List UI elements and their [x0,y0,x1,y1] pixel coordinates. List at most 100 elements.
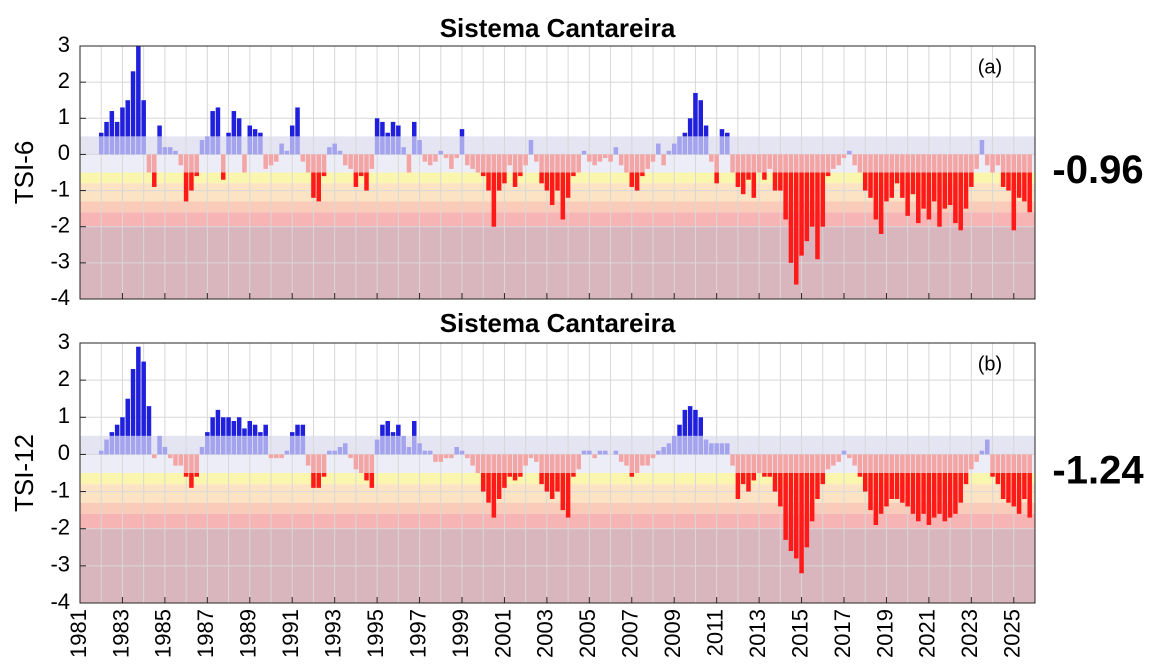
bar-segment [247,125,253,137]
bar-segment [226,136,231,155]
bar-segment [650,454,656,459]
bar-segment [311,154,316,173]
bar-segment [788,454,794,473]
bar-segment [231,111,237,137]
bar-segment [799,172,804,256]
bar-segment [300,424,306,436]
bar-segment [878,454,884,473]
bar-segment [215,136,221,155]
bar-segment [98,450,104,455]
bar-segment [486,154,491,173]
bar-segment [130,136,136,155]
bar-segment [258,132,263,137]
bar-segment [799,454,804,473]
bar-segment [947,154,953,173]
bar-segment [942,172,948,209]
bar-segment [555,154,560,173]
x-tick-label: 2015 [787,609,812,658]
bar-segment [120,107,125,137]
bar-segment [459,136,465,155]
bar-segment [332,450,337,455]
bar-segment [189,473,194,488]
bar-segment [236,435,242,455]
bar-segment [539,154,544,173]
bar-segment [1011,172,1017,231]
bar-segment [709,443,714,455]
bar-segment [682,409,688,436]
bar-segment [486,473,491,503]
bar-segment [348,454,353,459]
bar-segment [815,154,820,173]
bar-segment [990,473,995,477]
bar-segment [1022,154,1027,173]
bar-segment [900,473,905,503]
bar-segment [422,154,428,162]
bar-segment [141,361,146,436]
bar-segment [167,147,173,155]
y-tick-label: 2 [58,366,70,391]
bar-segment [364,172,369,191]
bar-segment [364,154,369,173]
bar-segment [916,172,921,224]
bar-segment [825,454,831,470]
bar-segment [1016,172,1022,198]
bar-segment [937,473,942,514]
bar-segment [443,154,449,159]
bar-segment [963,473,969,485]
x-tick-label: 2007 [618,609,643,658]
y-axis-label: TSI-6 [9,141,39,205]
x-tick-label: 2009 [660,609,685,658]
bar-segment [958,473,963,503]
bar-segment [316,154,322,173]
bar-segment [820,473,826,485]
bar-segment [687,136,693,155]
bar-segment [947,454,953,473]
x-tick-label: 2021 [915,609,940,658]
bar-segment [528,454,534,459]
bar-segment [788,154,794,173]
bar-segment [560,473,566,511]
bar-segment [157,125,162,137]
bar-segment [746,473,751,492]
bar-segment [820,172,826,227]
bar-segment [486,454,491,473]
bar-segment [300,435,306,455]
bar-segment [220,435,226,455]
bar-segment [926,172,932,220]
bar-segment [719,129,725,137]
bar-segment [427,154,433,166]
bar-segment [480,454,486,473]
bar-segment [194,473,199,477]
bar-segment [274,154,279,162]
bar-segment [385,435,390,455]
bar-segment [703,125,709,137]
bar-segment [396,424,401,436]
bar-segment [772,454,778,473]
bar-segment [565,154,571,173]
bar-segment [910,454,916,473]
bar-segment [316,473,322,488]
bar-segment [640,172,645,177]
bar-segment [555,172,560,191]
bar-segment [825,154,831,173]
bar-segment [560,172,566,220]
bar-segment [130,435,136,455]
bar-segment [751,473,757,481]
bar-segment [862,154,868,173]
x-tick-label: 1993 [320,609,345,658]
bar-segment [502,154,507,173]
bar-segment [804,154,810,173]
bar-segment [868,154,873,173]
bar-segment [878,473,884,514]
bar-segment [889,473,895,499]
bar-segment [947,172,953,206]
bar-segment [258,136,263,155]
y-tick-label: 1 [58,403,70,428]
bar-segment [385,421,390,436]
bar-segment [640,454,645,466]
bar-segment [480,473,486,492]
bar-segment [1027,473,1032,518]
bar-segment [1022,172,1027,202]
bar-segment [735,454,741,473]
